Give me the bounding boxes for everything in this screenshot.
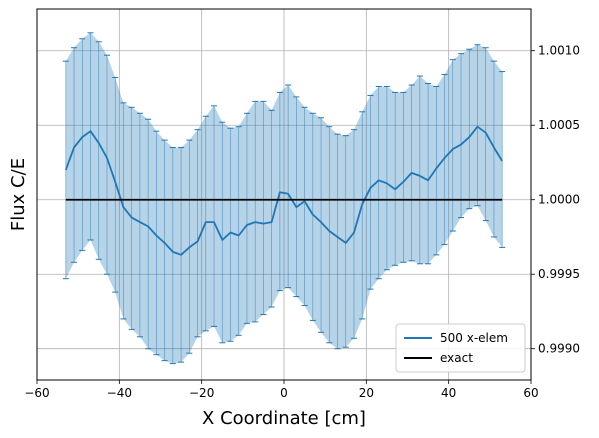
x-tick-label-5: 40 <box>441 386 456 400</box>
x-tick-label-3: 0 <box>280 386 288 400</box>
legend: 500 x-elem exact <box>395 323 526 373</box>
legend-box <box>395 323 526 373</box>
series-lines-group <box>64 125 503 256</box>
x-tick-label-2: −20 <box>189 386 214 400</box>
x-tick-label-1: −40 <box>107 386 132 400</box>
y-tick-label-4: 1.0010 <box>538 44 580 58</box>
y-ticks-group: 0.9990 0.9995 1.0000 1.0005 1.0010 <box>531 44 580 356</box>
legend-label-500-x-elem: 500 x-elem <box>440 331 508 345</box>
x-axis-label: X Coordinate [cm] <box>202 408 366 429</box>
y-axis-label: Flux C/E <box>8 158 29 231</box>
y-tick-label-3: 1.0005 <box>538 118 580 132</box>
x-tick-label-4: 20 <box>359 386 374 400</box>
error-bars-group <box>62 32 506 365</box>
legend-label-exact: exact <box>440 351 473 365</box>
y-tick-label-0: 0.9990 <box>538 342 580 356</box>
y-tick-label-2: 1.0000 <box>538 193 580 207</box>
x-ticks-group: −60 −40 −20 0 20 40 60 <box>24 380 539 400</box>
y-tick-label-1: 0.9995 <box>538 267 580 281</box>
error-band-group <box>65 32 503 364</box>
x-tick-label-0: −60 <box>24 386 49 400</box>
error-band <box>65 32 503 364</box>
series-line-500-x-elem <box>64 125 503 256</box>
x-tick-label-6: 60 <box>523 386 538 400</box>
